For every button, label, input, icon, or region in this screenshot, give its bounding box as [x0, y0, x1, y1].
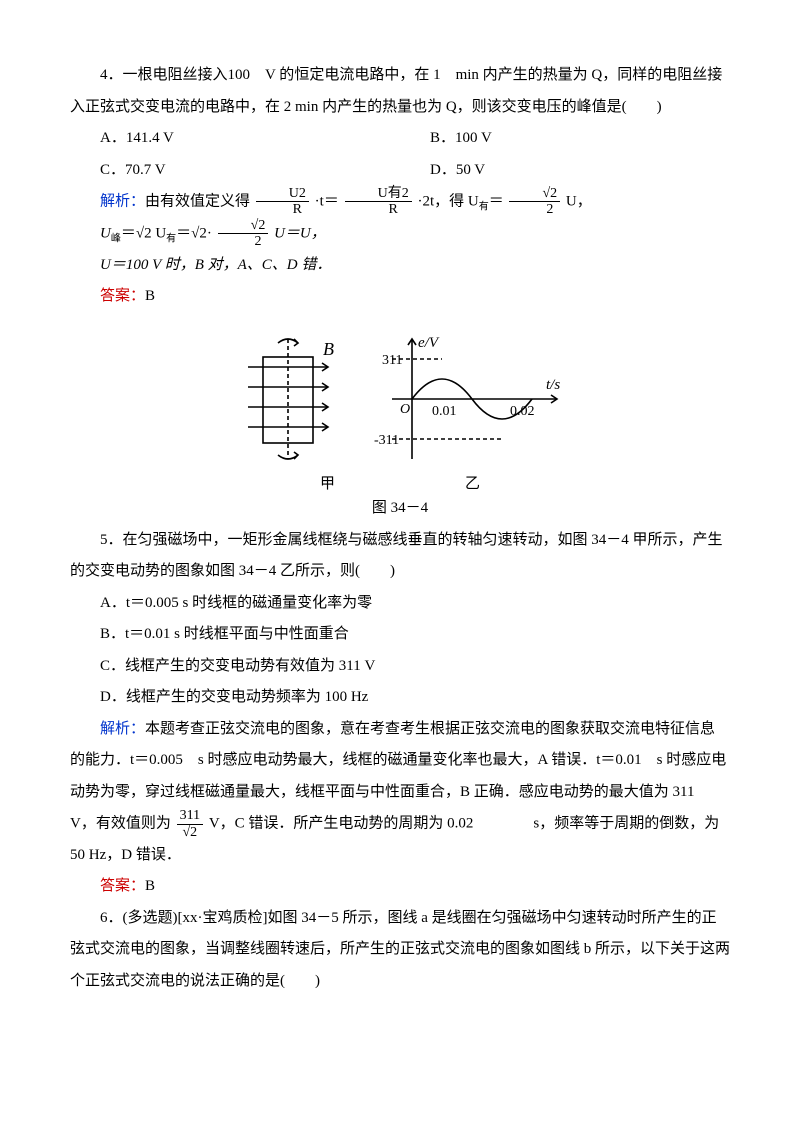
q4-answer: 答案：B [70, 281, 730, 313]
fig-right-label: 乙 [465, 475, 480, 493]
xtick2: 0.02 [510, 404, 535, 419]
b-label: B [323, 339, 334, 359]
frac-sqrt2-2a: √22 [509, 186, 560, 218]
q5-analysis: 解析：本题考查正弦交流电的图象，意在考查考生根据正弦交流电的图象获取交流电特征信… [70, 714, 730, 809]
fig-left-label: 甲 [320, 475, 335, 493]
q4-a2c: ＝√2· [176, 225, 212, 241]
q6-stem: 6．(多选题)[xx·宝鸡质检]如图 34－5 所示，图线 a 是线圈在匀强磁场… [70, 903, 730, 998]
figure-left-diagram: B [228, 329, 358, 469]
q5-opt-c: C．线框产生的交变电动势有效值为 311 V [70, 651, 730, 683]
sub-feng: 峰 [111, 233, 121, 244]
q4-analysis-line2: U峰＝√2 U有＝√2· √22 U＝U， [70, 218, 730, 250]
answer-label2: 答案： [100, 878, 145, 894]
frac-u2r: U2R [256, 186, 309, 218]
y-axis-label: e/V [418, 335, 440, 351]
q4-a2b: ＝√2 U [121, 225, 166, 241]
ytick-min: -311 [374, 433, 399, 448]
frac-uyou2r: U有2R [345, 186, 412, 218]
figure-sublabels: 甲 乙 [70, 475, 730, 493]
q5-analysis-text: 本题考查正弦交流电的图象，意在考查考生根据正弦交流电的图象获取交流电特征信息的能… [70, 721, 726, 800]
xtick1: 0.01 [432, 404, 457, 419]
q4-opt-b: B．100 V [400, 123, 730, 155]
q4-options-row1: A．141.4 V B．100 V [70, 123, 730, 155]
figure-title: 图 34－4 [70, 499, 730, 517]
q4-opt-a: A．141.4 V [70, 123, 400, 155]
q4-a1a: 由有效值定义得 [145, 193, 250, 209]
q5-opt-b: B．t＝0.01 s 时线框平面与中性面重合 [70, 619, 730, 651]
q4-a1e: U， [566, 193, 592, 209]
q5-analysis-line2: V，有效值则为 311√2 V，C 错误．所产生电动势的周期为 0.02 s，频… [70, 808, 730, 871]
q4-a1b: ·t＝ [315, 193, 339, 209]
q4-opt-c: C．70.7 V [70, 155, 400, 187]
frac-311-sqrt2: 311√2 [177, 808, 203, 840]
figure-34-4: B e/V t/s 311 -311 O 0.01 0.02 甲 乙 图 34－… [70, 329, 730, 517]
q4-a1c: ·2t，得 U [417, 193, 478, 209]
figure-right-graph: e/V t/s 311 -311 O 0.01 0.02 [362, 329, 572, 469]
q4-a3: U＝100 V 时，B 对，A、C、D 错． [100, 257, 331, 273]
q4-a2a: U [100, 225, 111, 241]
q4-a2d: U＝U， [274, 225, 326, 241]
q5-opt-a: A．t＝0.005 s 时线框的磁通量变化率为零 [70, 588, 730, 620]
q5-answer: 答案：B [70, 871, 730, 903]
q5-stem: 5．在匀强磁场中，一矩形金属线框绕与磁感线垂直的转轴匀速转动，如图 34－4 甲… [70, 525, 730, 588]
q4-a1d: ＝ [489, 193, 504, 209]
sub-you: 有 [479, 201, 489, 212]
q4-analysis-line1: 解析：由有效值定义得 U2R ·t＝ U有2R ·2t，得 U有＝ √22 U， [70, 186, 730, 218]
origin-label: O [400, 402, 410, 417]
analysis-label: 解析： [100, 193, 145, 209]
q5-a2a: V，有效值则为 [70, 815, 171, 831]
q5-answer-val: B [145, 878, 155, 894]
q4-analysis-line3: U＝100 V 时，B 对，A、C、D 错． [70, 250, 730, 282]
frac-sqrt2-2b: √22 [218, 218, 269, 250]
answer-label: 答案： [100, 288, 145, 304]
q4-options-row2: C．70.7 V D．50 V [70, 155, 730, 187]
x-axis-label: t/s [546, 377, 560, 393]
analysis-label2: 解析： [100, 721, 145, 737]
q4-opt-d: D．50 V [400, 155, 730, 187]
ytick-max: 311 [382, 353, 402, 368]
q5-opt-d: D．线框产生的交变电动势频率为 100 Hz [70, 682, 730, 714]
sub-you2: 有 [166, 233, 176, 244]
q4-answer-val: B [145, 288, 155, 304]
q4-stem: 4．一根电阻丝接入100 V 的恒定电流电路中，在 1 min 内产生的热量为 … [70, 60, 730, 123]
